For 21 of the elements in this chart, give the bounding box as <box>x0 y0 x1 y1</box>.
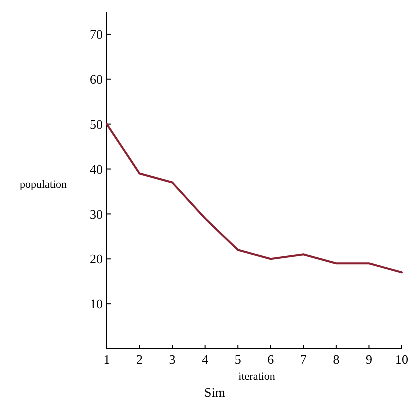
y-tick-label: 70 <box>90 27 103 42</box>
x-tick-label: 4 <box>202 352 210 367</box>
x-tick-label: 1 <box>104 352 110 367</box>
x-tick-label: 10 <box>396 352 408 367</box>
text: Sim <box>204 385 226 400</box>
y-tick-label: 30 <box>90 206 103 222</box>
y-tick-label: 10 <box>90 296 103 312</box>
x-axis-title: iteration <box>238 371 276 383</box>
y-tick-label: 50 <box>90 116 103 132</box>
x-tick-label: 7 <box>300 352 308 367</box>
line-series <box>106 123 403 274</box>
x-tick-label: 6 <box>268 352 275 367</box>
y-axis-title: population <box>20 179 68 191</box>
x-tick-label: 8 <box>333 352 340 367</box>
x-tick-label: 5 <box>234 352 242 367</box>
y-tick-label: 40 <box>90 162 103 177</box>
x-tick-label: 2 <box>136 352 144 367</box>
x-tick-label: 3 <box>169 352 176 367</box>
y-tick-label: 60 <box>90 72 103 87</box>
x-tick-label: 9 <box>366 352 372 367</box>
y-tick-label: 20 <box>90 252 103 267</box>
